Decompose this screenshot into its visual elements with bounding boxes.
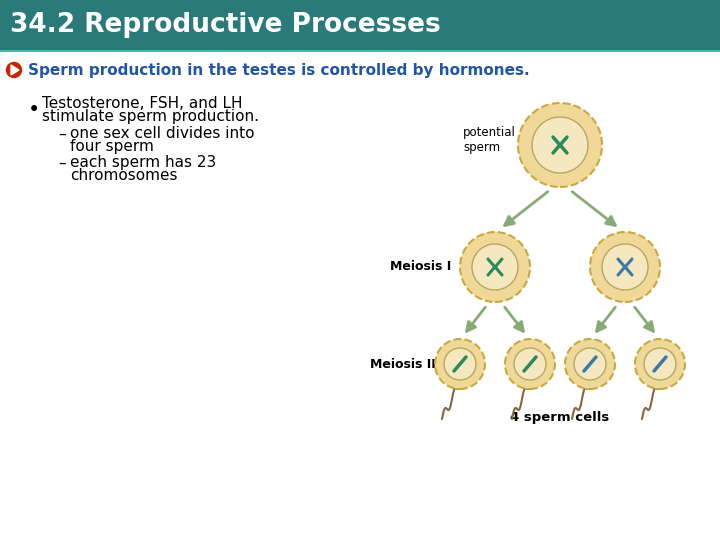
Circle shape <box>460 232 530 302</box>
Circle shape <box>505 339 555 389</box>
Circle shape <box>514 348 546 380</box>
Circle shape <box>532 117 588 173</box>
Bar <box>0 50 720 52</box>
Circle shape <box>6 63 22 78</box>
Text: Meiosis I: Meiosis I <box>390 260 451 273</box>
Text: one sex cell divides into: one sex cell divides into <box>70 126 254 141</box>
Text: 34.2 Reproductive Processes: 34.2 Reproductive Processes <box>10 12 441 38</box>
Text: potential
sperm: potential sperm <box>463 126 516 154</box>
Text: Sperm production in the testes is controlled by hormones.: Sperm production in the testes is contro… <box>28 63 530 78</box>
Text: Meiosis II: Meiosis II <box>370 357 436 370</box>
Circle shape <box>444 348 476 380</box>
Circle shape <box>602 244 648 290</box>
Text: –: – <box>58 156 66 171</box>
Circle shape <box>635 339 685 389</box>
Circle shape <box>644 348 676 380</box>
Circle shape <box>590 232 660 302</box>
Circle shape <box>472 244 518 290</box>
Text: four sperm: four sperm <box>70 139 154 154</box>
Text: •: • <box>28 100 40 120</box>
Circle shape <box>565 339 615 389</box>
Circle shape <box>518 103 602 187</box>
Text: Testosterone, FSH, and LH: Testosterone, FSH, and LH <box>42 96 243 111</box>
Text: each sperm has 23: each sperm has 23 <box>70 156 216 171</box>
Text: chromosomes: chromosomes <box>70 168 178 184</box>
Text: 4 sperm cells: 4 sperm cells <box>510 410 610 423</box>
Circle shape <box>574 348 606 380</box>
Text: –: – <box>58 126 66 141</box>
Bar <box>0 0 720 50</box>
Circle shape <box>435 339 485 389</box>
Text: stimulate sperm production.: stimulate sperm production. <box>42 110 259 125</box>
Polygon shape <box>11 65 19 75</box>
